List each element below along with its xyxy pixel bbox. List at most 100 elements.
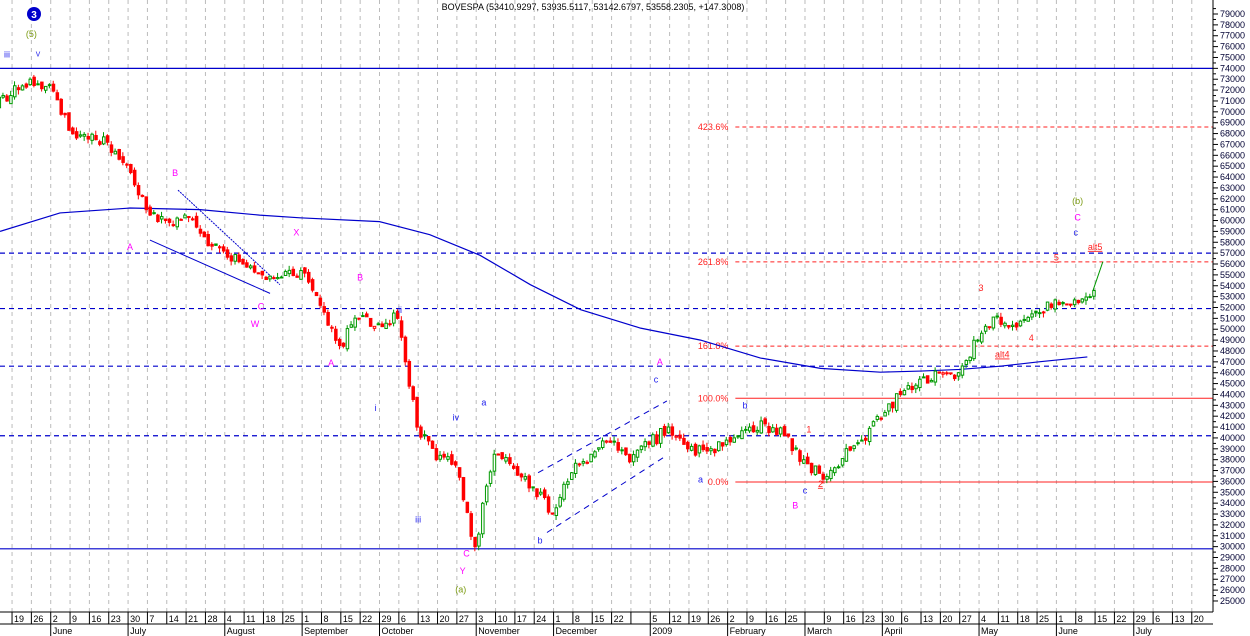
candle-body: [558, 496, 562, 507]
candlestick: [747, 423, 752, 434]
candlestick: [341, 342, 346, 349]
candlestick: [608, 437, 613, 443]
candle-body: [461, 477, 466, 501]
candle-body: [960, 365, 965, 376]
candlestick: [740, 426, 744, 440]
candlestick: [117, 148, 121, 161]
candle-body: [945, 372, 949, 375]
candle-body: [214, 243, 218, 246]
y-tick-label: 46000: [1220, 368, 1245, 378]
candlestick: [817, 464, 822, 474]
x-week-label: 12: [672, 614, 682, 624]
candle-body: [63, 112, 67, 116]
candlestick: [573, 459, 578, 478]
candle-body: [287, 269, 292, 275]
candlestick: [829, 466, 833, 482]
candle-body: [469, 513, 473, 537]
wave-degree-badge: 3: [27, 7, 41, 21]
candlestick: [229, 252, 234, 266]
candle-body: [171, 224, 176, 227]
candle-body: [1076, 299, 1081, 304]
trend-line: [149, 239, 271, 294]
candlestick: [477, 531, 481, 551]
candle-body: [388, 323, 392, 326]
candle-body: [937, 371, 941, 374]
candle-body: [918, 378, 922, 389]
candle-body: [337, 338, 342, 347]
candle-body: [643, 441, 648, 448]
candlestick: [871, 420, 876, 427]
candlestick: [527, 473, 531, 493]
candle-body: [109, 144, 114, 153]
candlestick: [836, 464, 841, 469]
x-week-label: 15: [343, 614, 353, 624]
candlestick: [287, 265, 292, 278]
x-week-label: 30: [884, 614, 894, 624]
candle-body: [117, 149, 121, 160]
candle-body: [976, 339, 980, 342]
candle-body: [241, 258, 245, 265]
candle-body: [720, 442, 725, 447]
candlestick: [13, 81, 17, 100]
badge-label: 3: [31, 10, 37, 21]
trend-lines: [149, 189, 1104, 533]
candlestick: [1080, 297, 1085, 304]
candle-body: [55, 92, 60, 101]
y-tick-label: 62000: [1220, 194, 1245, 204]
x-week-label: 15: [594, 614, 604, 624]
candlestick: [384, 318, 388, 329]
candlestick: [160, 211, 164, 224]
wave-label: W: [251, 319, 260, 329]
candlestick: [450, 450, 454, 466]
candlestick: [778, 426, 783, 438]
candle-body: [438, 454, 443, 460]
y-tick-label: 44000: [1220, 389, 1245, 399]
x-week-label: 2: [730, 614, 735, 624]
candlestick: [875, 414, 880, 422]
candlestick: [426, 435, 431, 446]
candlestick: [968, 356, 972, 364]
candle-body: [790, 438, 795, 452]
x-week-label: 18: [1020, 614, 1030, 624]
candle-body: [1026, 316, 1030, 322]
y-axis: 2500026000270002800029000300003100032000…: [1212, 0, 1250, 612]
candle-body: [376, 323, 381, 326]
x-week-label: 22: [614, 614, 624, 624]
x-week-label: 30: [130, 614, 140, 624]
candlestick: [1041, 310, 1046, 318]
candlestick: [399, 316, 404, 341]
wave-label: (5): [26, 29, 37, 39]
candle-body: [952, 374, 957, 380]
candlestick: [972, 336, 976, 362]
candle-body: [987, 326, 992, 329]
candle-body: [105, 135, 110, 143]
candle-body: [972, 339, 976, 360]
trend-line: [537, 400, 668, 474]
x-month-label: 2009: [652, 626, 672, 636]
candlestick: [272, 275, 276, 280]
candle-body: [836, 466, 841, 469]
x-week-label: 27: [459, 614, 469, 624]
y-tick-label: 49000: [1220, 335, 1245, 345]
candle-body: [894, 393, 899, 411]
candlestick: [616, 438, 620, 453]
x-axis: 19 26 2 9 16 23 30 7 14 21 28 4 11 18 25 1 8 15 22 29 6 13 20 2…: [0, 611, 1250, 636]
candlestick: [310, 277, 315, 293]
candle-body: [28, 78, 33, 86]
candle-body: [0, 96, 2, 109]
candle-body: [187, 216, 191, 219]
candlestick: [612, 436, 617, 446]
candlestick: [357, 317, 361, 321]
candlestick: [651, 432, 655, 448]
candlestick: [531, 486, 535, 492]
y-tick-label: 36000: [1220, 476, 1245, 486]
candle-body: [279, 276, 284, 279]
candle-body: [631, 454, 636, 463]
candlestick: [32, 74, 36, 88]
candle-body: [225, 249, 230, 258]
candlestick: [519, 472, 524, 482]
candle-body: [639, 445, 644, 451]
candlestick: [98, 139, 102, 147]
candlestick: [995, 312, 1000, 320]
